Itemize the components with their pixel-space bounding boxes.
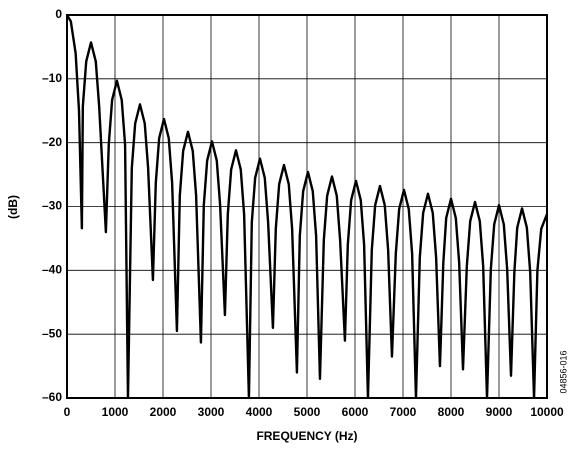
y-axis-label: (dB) [6, 195, 20, 219]
x-tick-label: 2000 [150, 405, 177, 419]
y-tick-label: –30 [42, 199, 62, 213]
figure-id: 04856-016 [558, 350, 568, 393]
y-tick-label: –60 [42, 390, 62, 404]
x-tick-label: 7000 [390, 405, 417, 419]
plot-frame [66, 14, 548, 399]
x-tick-label: 4000 [246, 405, 273, 419]
y-tick-label: –10 [42, 71, 62, 85]
x-tick-label: 8000 [438, 405, 465, 419]
y-tick-label: –20 [42, 135, 62, 149]
x-tick-label: 6000 [342, 405, 369, 419]
y-tick-label: –40 [42, 263, 62, 277]
x-tick-label: 9000 [486, 405, 513, 419]
x-tick-label: 3000 [198, 405, 225, 419]
x-axis-label: FREQUENCY (Hz) [256, 429, 357, 443]
y-tick-label: –50 [42, 326, 62, 340]
x-tick-label: 1000 [102, 405, 129, 419]
y-tick-label: 0 [55, 7, 62, 21]
x-tick-label: 0 [64, 405, 71, 419]
data-line [67, 14, 547, 398]
x-tick-label: 10000 [530, 405, 564, 419]
x-tick-label: 5000 [294, 405, 321, 419]
